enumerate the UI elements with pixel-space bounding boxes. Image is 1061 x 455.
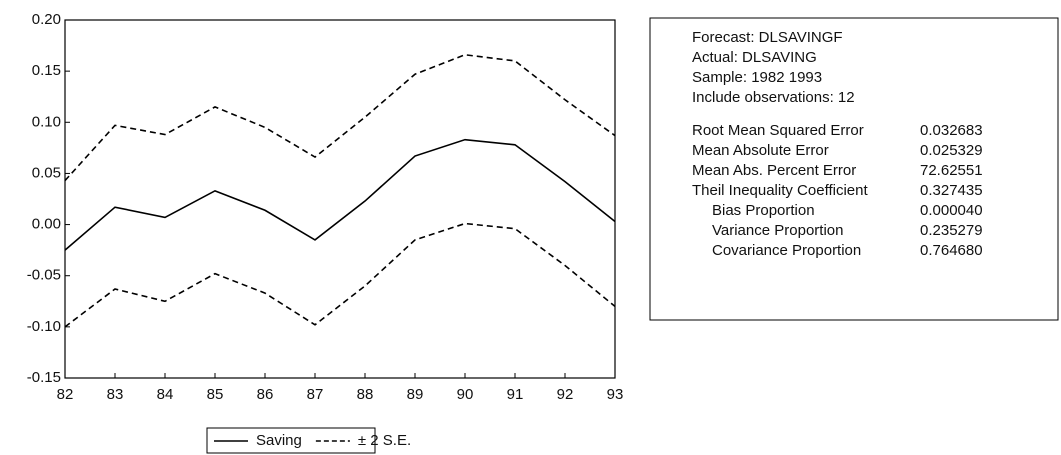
stats-label: Covariance Proportion — [712, 242, 861, 259]
stats-header: Forecast: DLSAVINGF — [692, 29, 843, 46]
x-tick-label: 83 — [107, 386, 124, 403]
x-tick-label: 90 — [457, 386, 474, 403]
x-tick-label: 91 — [507, 386, 524, 403]
stats-value: 0.025329 — [920, 142, 983, 159]
x-tick-label: 92 — [557, 386, 574, 403]
stats-value: 0.235279 — [920, 222, 983, 239]
series-line — [64, 222, 616, 328]
y-tick-label: 0.00 — [32, 216, 61, 233]
y-tick-label: -0.10 — [27, 318, 61, 335]
x-tick-label: 93 — [607, 386, 624, 403]
x-tick-label: 89 — [407, 386, 424, 403]
stats-label: Root Mean Squared Error — [692, 122, 864, 139]
x-tick-label: 87 — [307, 386, 324, 403]
y-tick-label: 0.05 — [32, 164, 61, 181]
stats-value: 72.62551 — [920, 162, 983, 179]
stats-value: 0.000040 — [920, 202, 983, 219]
stats-label: Theil Inequality Coefficient — [692, 182, 868, 199]
y-tick-label: -0.05 — [27, 267, 61, 284]
x-tick-label: 82 — [57, 386, 74, 403]
series-line — [64, 53, 616, 182]
stats-header: Actual: DLSAVING — [692, 49, 817, 66]
stats-header: Include observations: 12 — [692, 89, 855, 106]
x-tick-label: 84 — [157, 386, 174, 403]
stats-label: Variance Proportion — [712, 222, 843, 239]
x-tick-label: 88 — [357, 386, 374, 403]
stats-box — [649, 17, 1059, 321]
x-tick-label: 86 — [257, 386, 274, 403]
plot-frame — [64, 19, 616, 379]
y-tick-label: 0.10 — [32, 113, 61, 130]
legend-label: ± 2 S.E. — [358, 432, 411, 449]
legend-box — [206, 427, 376, 454]
legend-label: Saving — [256, 432, 302, 449]
y-tick-label: -0.15 — [27, 369, 61, 386]
stats-label: Mean Abs. Percent Error — [692, 162, 856, 179]
stats-value: 0.032683 — [920, 122, 983, 139]
y-tick-label: 0.15 — [32, 62, 61, 79]
stats-label: Mean Absolute Error — [692, 142, 829, 159]
stats-header: Sample: 1982 1993 — [692, 69, 822, 86]
y-tick-label: 0.20 — [32, 11, 61, 28]
x-tick-label: 85 — [207, 386, 224, 403]
stats-label: Bias Proportion — [712, 202, 815, 219]
stats-value: 0.764680 — [920, 242, 983, 259]
series-line — [64, 138, 616, 251]
stats-value: 0.327435 — [920, 182, 983, 199]
